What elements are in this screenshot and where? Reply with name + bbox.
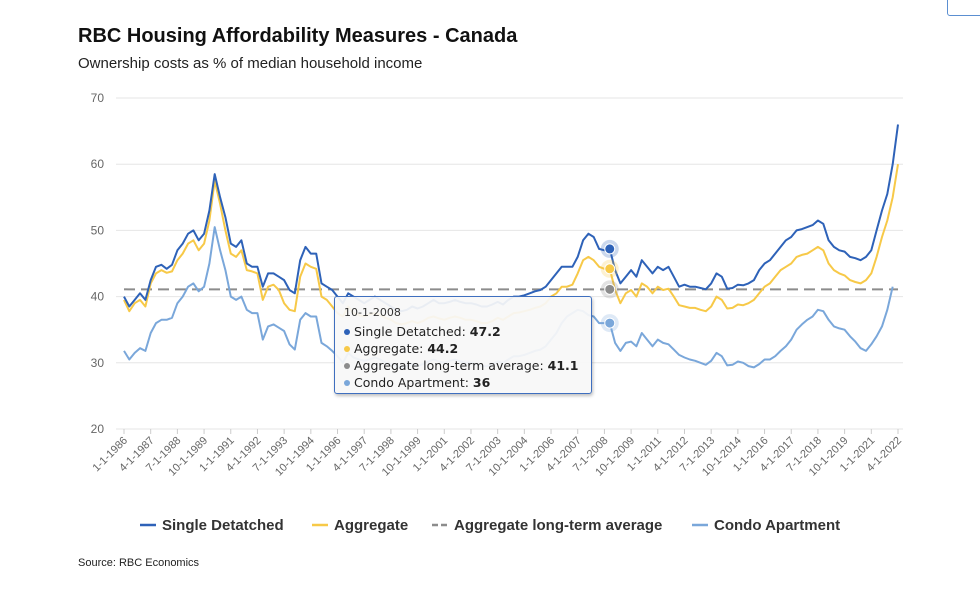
y-tick-label-50: 50: [91, 223, 105, 237]
chart-subtitle: Ownership costs as % of median household…: [78, 55, 423, 72]
legend-label-single-detatched: Single Detatched: [162, 517, 284, 534]
y-tick-label-30: 30: [91, 356, 105, 370]
x-axis: 1-1-19864-1-19877-1-198810-1-19891-1-199…: [90, 429, 904, 479]
tooltip-row-aggregate: Aggregate: 44.2: [344, 340, 591, 357]
tooltip-dot-condo-apartment: [344, 380, 350, 386]
highlight-marker-aggregate: [604, 263, 616, 275]
y-tick-label-60: 60: [91, 157, 105, 171]
chart-title: RBC Housing Affordability Measures - Can…: [78, 25, 518, 47]
y-tick-label-20: 20: [91, 422, 105, 436]
legend-label-aggregate: Aggregate: [334, 517, 408, 534]
legend: Single Detatched Aggregate Aggregate long-…: [140, 517, 840, 534]
tooltip-row-long-term-average: Aggregate long-term average: 41.1: [344, 357, 591, 374]
tooltip-dot-single-detatched: [344, 329, 350, 335]
tooltip-date: 10-1-2008: [344, 306, 401, 319]
tooltip-dot-aggregate: [344, 346, 350, 352]
source-note: Source: RBC Economics: [78, 557, 200, 569]
y-tick-label-70: 70: [91, 91, 105, 105]
gridlines: [116, 97, 903, 430]
highlight-marker-single-detatched: [604, 243, 616, 255]
legend-label-condo-apartment: Condo Apartment: [714, 517, 840, 534]
menu-button[interactable]: [947, 0, 980, 16]
legend-label-long-term-average: Aggregate long-term average: [454, 517, 662, 534]
highlight-marker-long-term-average: [604, 283, 616, 295]
tooltip-dot-long-term-average: [344, 363, 350, 369]
highlight-markers: [600, 239, 619, 333]
tooltip: 10-1-2008 Single Detatched: 47.2 Aggrega…: [334, 296, 592, 394]
series-line-single-detatched: [123, 124, 899, 313]
y-tick-label-40: 40: [91, 290, 105, 304]
highlight-marker-condo-apartment: [604, 317, 616, 329]
tooltip-row-condo-apartment: Condo Apartment: 36: [344, 374, 591, 391]
y-axis: 20 30 40 50 60 70: [91, 91, 105, 436]
tooltip-row-single-detatched: Single Detatched: 47.2: [344, 323, 591, 340]
